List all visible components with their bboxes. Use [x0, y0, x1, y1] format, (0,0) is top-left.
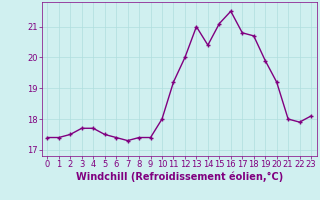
X-axis label: Windchill (Refroidissement éolien,°C): Windchill (Refroidissement éolien,°C)	[76, 172, 283, 182]
